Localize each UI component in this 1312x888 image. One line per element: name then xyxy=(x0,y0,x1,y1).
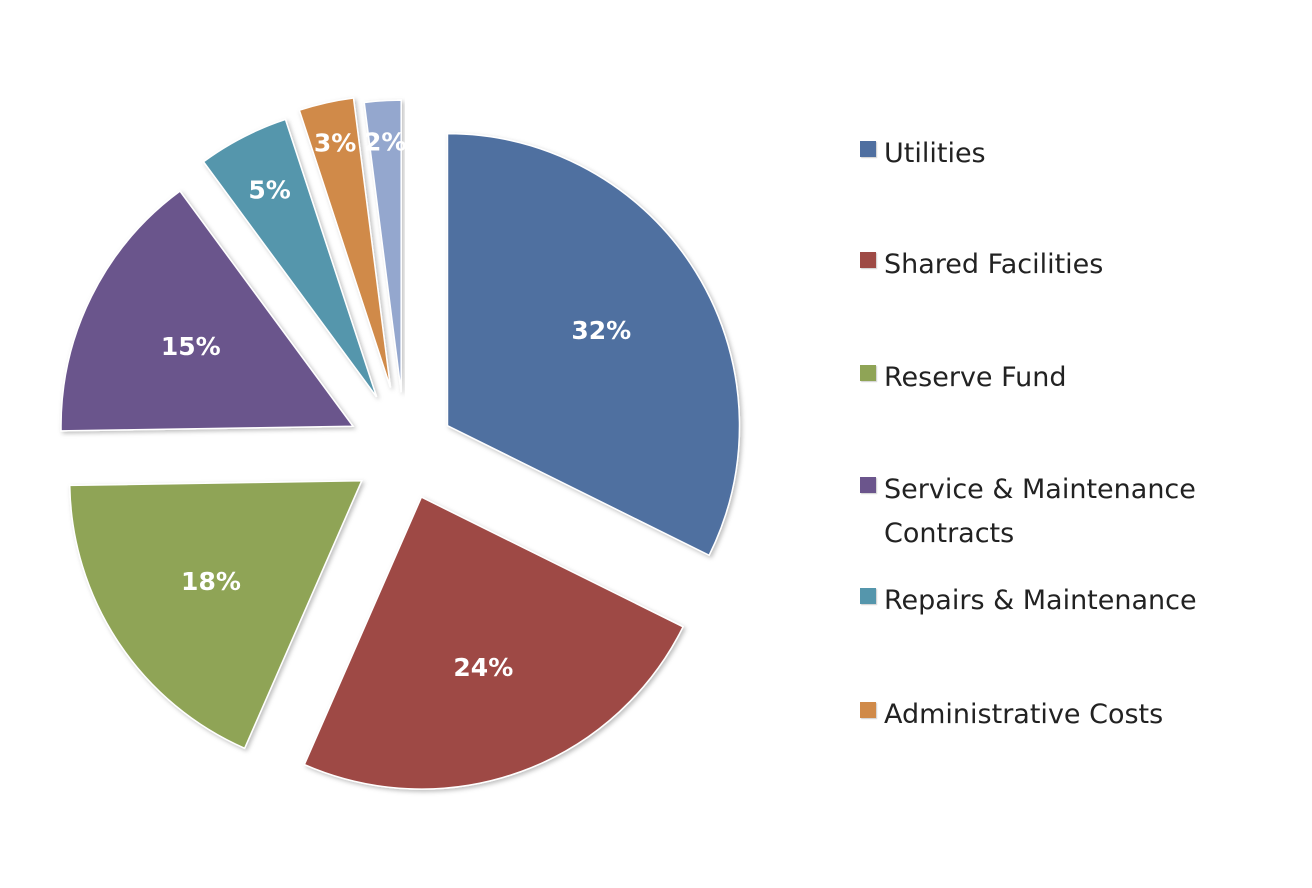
data-label: 24% xyxy=(453,653,513,682)
pie-slice-utilities xyxy=(446,132,741,557)
legend-item-service-contracts: Service & Maintenance Contracts xyxy=(860,468,1250,556)
legend-item-shared-facilities: Shared Facilities xyxy=(860,243,1300,287)
data-label: 32% xyxy=(571,316,631,345)
legend-label: Service & Maintenance Contracts xyxy=(884,474,1196,549)
legend-swatch xyxy=(860,588,876,604)
pie-slice-reserve-fund xyxy=(68,480,363,750)
legend-swatch xyxy=(860,702,876,718)
data-label: 15% xyxy=(161,332,221,361)
legend-item-utilities: Utilities xyxy=(860,132,1300,176)
pie-slice-service-maintenance-contracts xyxy=(60,190,355,432)
legend-label: Shared Facilities xyxy=(884,249,1104,280)
data-label: 3% xyxy=(314,129,356,158)
legend-swatch xyxy=(860,141,876,157)
legend-swatch xyxy=(860,477,876,493)
legend-item-reserve-fund: Reserve Fund xyxy=(860,356,1300,400)
legend-label: Administrative Costs xyxy=(884,699,1164,730)
data-label: 2% xyxy=(364,128,406,157)
legend-label: Reserve Fund xyxy=(884,362,1067,393)
legend-item-repairs: Repairs & Maintenance xyxy=(860,579,1300,623)
legend-label: Utilities xyxy=(884,138,986,169)
pie-slice-unlabeled xyxy=(363,99,402,393)
legend-swatch xyxy=(860,252,876,268)
legend-item-administrative: Administrative Costs xyxy=(860,693,1300,737)
pie-chart: 32% 24% 18% 15% 5% 3% 2% xyxy=(60,97,741,790)
legend-label: Repairs & Maintenance xyxy=(884,585,1197,616)
data-label: 18% xyxy=(181,567,241,596)
data-label: 5% xyxy=(248,175,290,204)
pie-slice-repairs-maintenance xyxy=(202,118,378,398)
pie-slice-shared-facilities xyxy=(303,496,685,790)
legend-swatch xyxy=(860,365,876,381)
pie-slice-administrative-costs xyxy=(298,97,392,388)
